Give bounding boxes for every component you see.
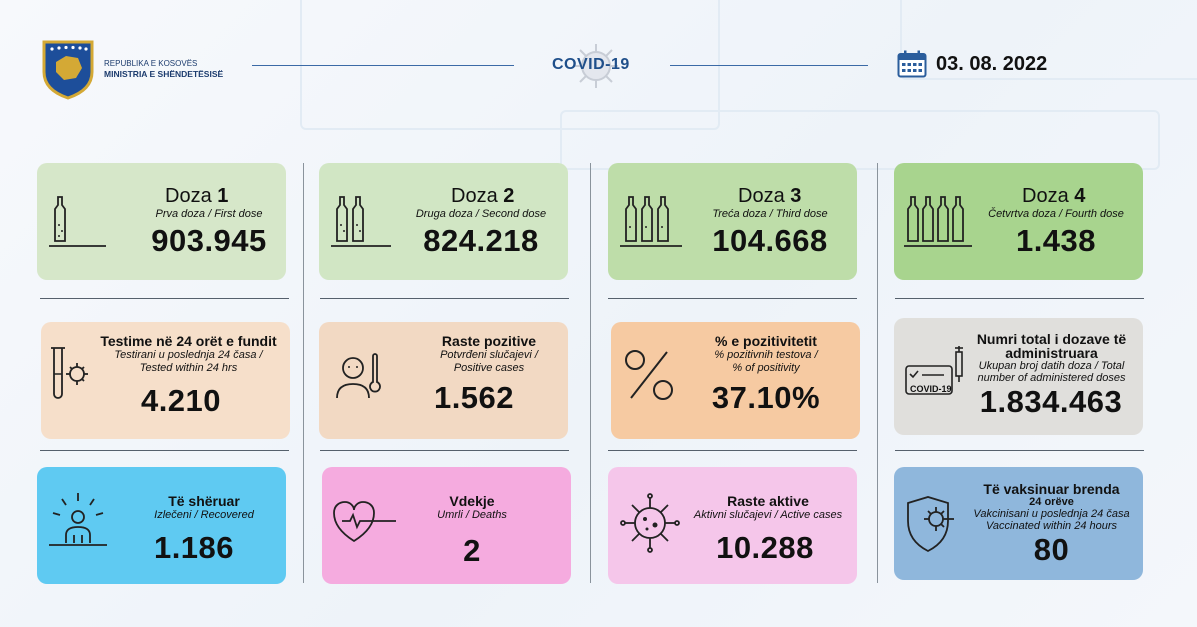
- total-doses-subtitle-1: Ukupan broj datih doza / Total: [978, 360, 1125, 372]
- separator: [40, 298, 289, 299]
- org-line-1: REPUBLIKA E KOSOVËS: [104, 59, 198, 68]
- org-line-2: MINISTRIA E SHËNDETËSISË: [104, 69, 224, 79]
- dose-1-number: 1: [217, 185, 229, 207]
- separator: [590, 163, 591, 583]
- background-decoration: [900, 0, 1197, 80]
- separator: [303, 163, 304, 583]
- total-doses-card: COVID-19 Numri total i dozave të adminis…: [894, 318, 1143, 435]
- dose-2-label: Doza: [451, 185, 498, 207]
- vials-icon: [331, 196, 391, 247]
- vaccine-certificate-icon: [905, 346, 963, 395]
- vaccinated-subtitle-2: Vaccinated within 24 hours: [985, 520, 1118, 532]
- positivity-subtitle-2: % of positivity: [732, 362, 800, 374]
- tests-title: Testime në 24 orët e fundit: [100, 333, 277, 349]
- deaths-value: 2: [463, 533, 481, 568]
- deaths-card: Vdekje Umrli / Deaths 2: [322, 467, 571, 584]
- positive-cases-value: 1.562: [433, 380, 515, 415]
- dose-2-card: Doza 2 Druga doza / Second dose 824.218: [319, 163, 568, 280]
- heartbeat-icon: [333, 501, 396, 543]
- vaccinated-title-1: Të vaksinuar brenda: [983, 481, 1120, 497]
- recovered-card: Të shëruar Izlečeni / Recovered 1.186: [37, 467, 286, 584]
- separator: [895, 450, 1144, 451]
- dose-4-label: Doza: [1022, 185, 1069, 207]
- dose-2-number: 2: [503, 185, 515, 207]
- positivity-card: % e pozitivitetit % pozitivnih testova /…: [611, 322, 860, 439]
- tests-card: Testime në 24 orët e fundit Testirani u …: [41, 322, 290, 439]
- vaccine-certificate-icon-label: COVID-19: [910, 384, 952, 394]
- tests-value: 4.210: [140, 383, 222, 418]
- positivity-value: 37.10%: [711, 380, 821, 415]
- dose-4-value: 1.438: [1015, 223, 1097, 258]
- dose-1-value: 903.945: [151, 223, 267, 258]
- percent-icon: [625, 350, 673, 400]
- background-decoration: [560, 110, 1160, 170]
- separator: [40, 450, 289, 451]
- positivity-subtitle-1: % pozitivnih testova /: [714, 349, 818, 361]
- separator: [877, 163, 878, 583]
- dose-3-label: Doza: [738, 185, 785, 207]
- header-divider-right: [670, 65, 868, 66]
- covid-title: COVID-19: [552, 56, 630, 73]
- virus-icon: [620, 493, 680, 553]
- positivity-title: % e pozitivitetit: [715, 333, 817, 349]
- vaccinated-card: Të vaksinuar brenda 24 orëve Vakcinisani…: [894, 467, 1143, 580]
- vaccinated-value: 80: [1033, 532, 1070, 567]
- vaccinated-subtitle-1: Vakcinisani u poslednja 24 časa: [973, 508, 1130, 520]
- ministry-name: REPUBLIKA E KOSOVËS MINISTRIA E SHËNDETË…: [104, 58, 223, 80]
- separator: [895, 298, 1144, 299]
- dose-2-value: 824.218: [423, 223, 539, 258]
- dose-4-subtitle: Četvrtva doza / Fourth dose: [988, 208, 1124, 220]
- separator: [320, 298, 569, 299]
- sick-person-thermometer-icon: [336, 353, 381, 399]
- kosovo-coat-of-arms-logo: [42, 40, 94, 100]
- total-doses-title-1: Numri total i dozave të: [976, 331, 1127, 347]
- dose-1-label: Doza: [165, 185, 212, 207]
- test-tube-virus-icon: [51, 347, 88, 399]
- total-doses-value: 1.834.463: [979, 384, 1123, 419]
- dose-1-subtitle: Prva doza / First dose: [155, 208, 263, 220]
- recovered-title: Të shëruar: [168, 493, 240, 509]
- vials-icon: [904, 196, 972, 247]
- dose-3-subtitle: Treća doza / Third dose: [712, 208, 828, 220]
- tests-subtitle-1: Testirani u poslednja 24 časa /: [114, 349, 263, 361]
- deaths-subtitle: Umrli / Deaths: [437, 509, 507, 521]
- shield-virus-icon: [907, 496, 954, 553]
- active-cases-title: Raste aktive: [727, 493, 809, 509]
- separator: [608, 298, 857, 299]
- dose-4-number: 4: [1074, 185, 1086, 207]
- report-date: 03. 08. 2022: [936, 53, 1048, 75]
- total-doses-title-2: administruara: [1005, 345, 1098, 361]
- dose-2-subtitle: Druga doza / Second dose: [415, 208, 547, 220]
- recovered-person-icon: [49, 493, 107, 546]
- positive-cases-subtitle-1: Potvrđeni slučajevi /: [440, 349, 538, 361]
- dose-4-card: Doza 4 Četvrtva doza / Fourth dose 1.438: [894, 163, 1143, 280]
- deaths-title: Vdekje: [449, 493, 495, 509]
- tests-subtitle-2: Tested within 24 hrs: [139, 362, 238, 374]
- separator: [608, 450, 857, 451]
- recovered-value: 1.186: [153, 530, 235, 565]
- dose-3-number: 3: [790, 185, 802, 207]
- calendar-icon: [897, 50, 927, 78]
- dose-3-value: 104.668: [712, 223, 828, 258]
- active-cases-card: Raste aktive Aktivni slučajevi / Active …: [608, 467, 857, 584]
- active-cases-subtitle: Aktivni slučajevi / Active cases: [693, 509, 843, 521]
- positive-cases-title: Raste pozitive: [441, 333, 537, 349]
- recovered-subtitle: Izlečeni / Recovered: [154, 509, 254, 521]
- separator: [320, 450, 569, 451]
- vials-icon: [620, 196, 682, 247]
- dose-3-card: Doza 3 Treća doza / Third dose 104.668: [608, 163, 857, 280]
- dose-1-card: Doza 1 Prva doza / First dose 903.945: [37, 163, 286, 280]
- virus-icon: [574, 44, 618, 88]
- total-doses-subtitle-2: number of administered doses: [977, 372, 1126, 384]
- vaccinated-title-2: 24 orëve: [1029, 496, 1074, 508]
- positive-cases-subtitle-2: Positive cases: [453, 362, 525, 374]
- header-divider-left: [252, 65, 514, 66]
- active-cases-value: 10.288: [716, 530, 814, 565]
- positive-cases-card: Raste pozitive Potvrđeni slučajevi / Pos…: [319, 322, 568, 439]
- vial-icon: [49, 196, 106, 247]
